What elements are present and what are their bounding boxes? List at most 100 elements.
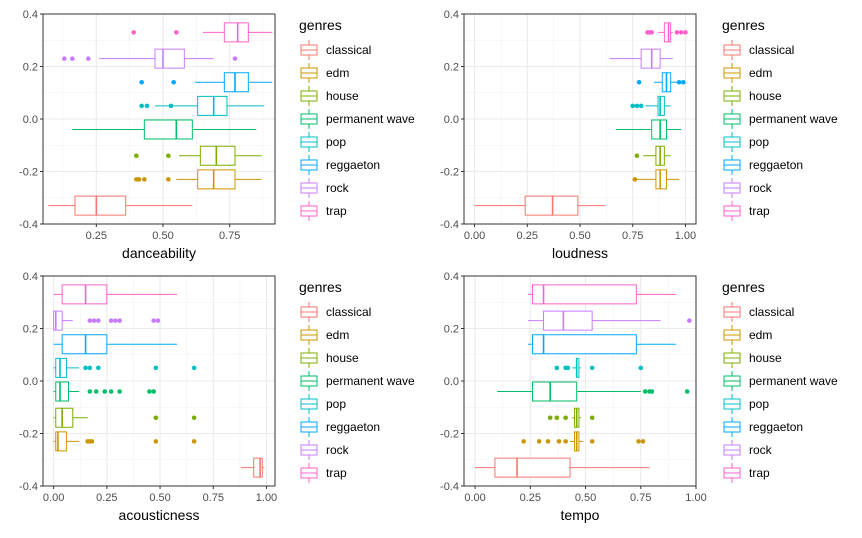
- outlier-point: [638, 103, 644, 109]
- outlier-point: [636, 79, 642, 85]
- outlier-point: [136, 177, 142, 182]
- legend-title: genres: [299, 17, 342, 33]
- box-iqr: [55, 357, 67, 378]
- legend: genres classical edm house permanent wave pop…: [722, 17, 838, 221]
- boxplot-permanent-wave: [615, 119, 682, 140]
- outlier-point: [636, 439, 641, 444]
- box-iqr: [53, 310, 63, 331]
- legend-label: edm: [749, 328, 772, 342]
- outlier-point: [638, 365, 644, 371]
- box-iqr: [543, 310, 593, 331]
- box-iqr: [651, 119, 667, 140]
- boxplot-classical: [240, 457, 265, 478]
- boxplot-edm: [134, 169, 262, 190]
- outlier-point: [151, 318, 156, 323]
- legend: genres classical edm house permanent wave pop…: [299, 17, 415, 221]
- y-tick-label: 0.4: [23, 271, 38, 283]
- outlier-point: [70, 56, 75, 61]
- outlier-point: [589, 415, 595, 421]
- outlier-point: [139, 79, 144, 85]
- boxplot-pop: [630, 95, 671, 116]
- x-tick-label: 0.50: [152, 230, 173, 242]
- y-tick-label: -0.4: [440, 219, 459, 231]
- outlier-point: [554, 415, 560, 421]
- box-iqr: [197, 95, 228, 116]
- boxplot-reggaeton: [636, 72, 686, 93]
- outlier-point: [171, 79, 176, 85]
- legend-key-permanent-wave: permanent wave: [300, 371, 415, 391]
- x-axis-title: acousticness: [119, 507, 200, 523]
- legend-label: classical: [749, 43, 794, 57]
- outlier-point: [62, 56, 67, 61]
- outlier-point: [191, 439, 197, 444]
- y-tick-label: 0.0: [444, 376, 459, 388]
- x-tick-label: 0.25: [96, 492, 117, 504]
- x-axis-title: danceability: [122, 245, 196, 261]
- legend-key-reggaeton: reggaeton: [300, 155, 380, 175]
- legend: genres classical edm house permanent wave pop…: [299, 279, 415, 483]
- outlier-point: [683, 30, 688, 35]
- boxplot-classical: [474, 195, 606, 216]
- boxplot-reggaeton: [53, 334, 178, 355]
- legend-key-pop: pop: [723, 394, 769, 414]
- box-iqr: [61, 334, 108, 355]
- outlier-point: [153, 439, 159, 444]
- legend-key-trap: trap: [300, 201, 347, 221]
- outlier-point: [649, 389, 655, 394]
- outlier-point: [554, 365, 560, 371]
- legend-key-reggaeton: reggaeton: [723, 417, 803, 437]
- y-tick-label: 0.2: [444, 62, 459, 74]
- legend-key-trap: trap: [300, 463, 347, 483]
- y-tick-label: 0.2: [23, 62, 38, 74]
- outlier-point: [108, 389, 114, 394]
- outlier-point: [687, 318, 692, 323]
- panel-loudness: -0.4 -0.2 0.0 0.2 0.4 0.00 0.25 0.50 0.75 1.00 lou…: [440, 9, 838, 261]
- y-tick-label: -0.2: [440, 167, 459, 179]
- legend-key-rock: rock: [300, 440, 350, 460]
- legend-label: edm: [326, 328, 349, 342]
- boxplot-pop: [139, 95, 265, 116]
- y-tick-label: -0.2: [440, 429, 459, 441]
- legend-label: edm: [326, 66, 349, 80]
- x-tick-label: 0.50: [149, 492, 170, 504]
- boxplot-permanent-wave: [53, 381, 156, 402]
- outlier-point: [131, 30, 136, 35]
- boxplot-pop: [53, 357, 197, 378]
- boxplot-rock: [609, 48, 673, 69]
- outlier-point: [144, 103, 150, 109]
- outlier-point: [630, 103, 636, 109]
- box-iqr: [524, 195, 579, 216]
- outlier-point: [147, 389, 152, 394]
- legend-label: classical: [326, 43, 371, 57]
- legend-label: rock: [749, 443, 773, 457]
- legend-key-reggaeton: reggaeton: [300, 417, 380, 437]
- x-tick-label: 0.75: [219, 230, 240, 242]
- outlier-point: [86, 56, 91, 61]
- legend-label: house: [326, 89, 359, 103]
- legend-key-pop: pop: [300, 394, 346, 414]
- outlier-point: [108, 318, 114, 323]
- box-iqr: [531, 284, 637, 305]
- boxplot-classical: [475, 457, 650, 478]
- legend-label: house: [749, 351, 782, 365]
- legend-label: pop: [326, 135, 346, 149]
- legend-key-classical: classical: [723, 40, 794, 60]
- x-axis-title: tempo: [561, 507, 600, 523]
- boxplot-edm: [632, 169, 680, 190]
- x-tick-label: 0.00: [464, 492, 485, 504]
- legend-label: trap: [326, 204, 347, 218]
- boxplot-permanent-wave: [497, 381, 690, 402]
- panel-danceability: -0.4 -0.2 0.0 0.2 0.4 0.25 0.50 0.75 danceabilit…: [19, 9, 415, 261]
- legend-key-reggaeton: reggaeton: [723, 155, 803, 175]
- outlier-point: [166, 177, 171, 182]
- outlier-point: [83, 365, 88, 371]
- boxplot-trap: [53, 284, 178, 305]
- outlier-point: [634, 153, 640, 159]
- box-iqr: [55, 407, 74, 428]
- legend-label: reggaeton: [326, 420, 380, 434]
- outlier-point: [191, 415, 197, 421]
- legend-label: reggaeton: [749, 158, 803, 172]
- legend-label: trap: [326, 466, 347, 480]
- x-axis-title: loudness: [552, 245, 608, 261]
- outlier-point: [589, 365, 595, 371]
